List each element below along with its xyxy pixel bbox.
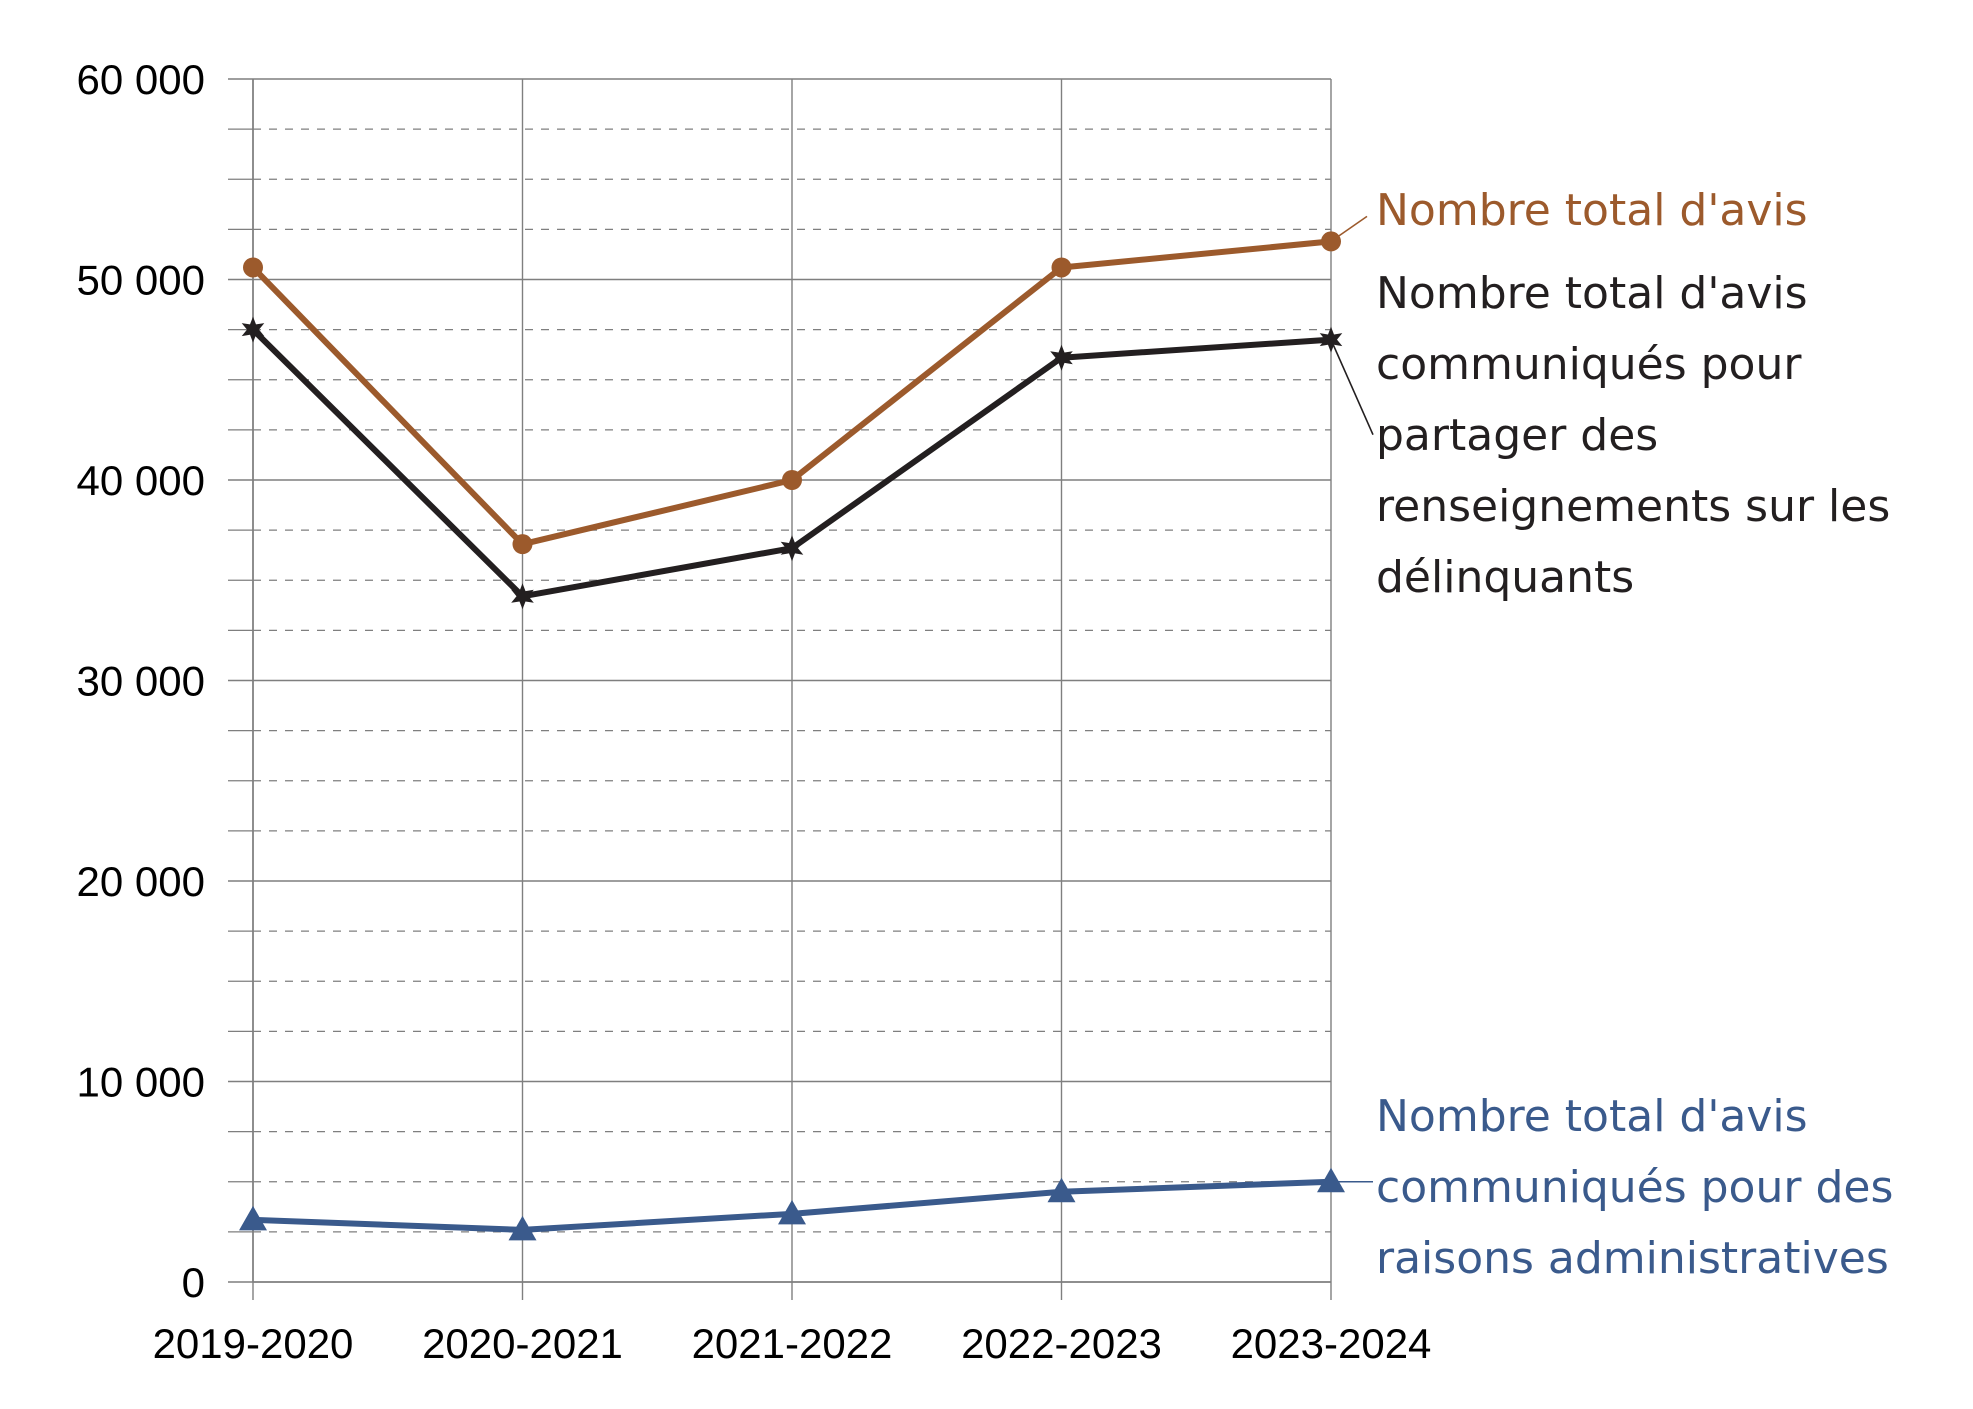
data-point (1050, 344, 1073, 371)
data-point (1051, 257, 1072, 278)
data-point (243, 257, 263, 278)
data-point (511, 583, 534, 610)
x-axis-tick-labels: 2019-2020 2020-2021 2021-2022 2022-2023 2023… (153, 1320, 1432, 1367)
leader-line (1330, 339, 1374, 435)
y-tick-label: 0 (182, 1259, 205, 1306)
y-tick-label: 10 000 (77, 1059, 205, 1106)
series-group (239, 231, 1345, 1241)
y-axis-tick-labels: 0 10 000 20 000 30 000 40 000 50 000 60 000 (77, 56, 205, 1306)
series-label-line: communiqués pour des (1376, 1162, 1893, 1213)
series-label-line: Nombre total d'avis (1376, 185, 1808, 236)
minor-gridlines (228, 128, 1331, 1233)
series-1 (243, 231, 1341, 555)
series-label-line: délinquants (1376, 552, 1634, 603)
series-2 (241, 316, 1343, 610)
x-tick-label: 2021-2022 (692, 1320, 893, 1367)
series-label-line: Nombre total d'avis (1376, 1091, 1808, 1142)
series-label-2: Nombre total d'avis communiqués pour parta… (1376, 268, 1890, 603)
series-label-line: Nombre total d'avis (1376, 268, 1808, 319)
x-tick-label: 2023-2024 (1231, 1320, 1432, 1367)
data-point (782, 470, 802, 490)
x-tick-label: 2019-2020 (153, 1320, 354, 1367)
leader-line (1330, 215, 1368, 243)
data-point (508, 1215, 537, 1241)
axes (252, 79, 1331, 1283)
series-label-line: partager des (1376, 410, 1658, 461)
data-point (1317, 1167, 1345, 1193)
y-tick-label: 20 000 (77, 858, 205, 905)
series-label-line: renseignements sur les (1376, 481, 1890, 532)
data-point (512, 534, 533, 555)
major-gridlines (228, 78, 1332, 1300)
data-point (1047, 1177, 1076, 1203)
series-3 (239, 1167, 1345, 1241)
data-point (1319, 326, 1343, 353)
data-point (780, 535, 804, 562)
y-tick-label: 50 000 (77, 257, 205, 304)
series-label-1: Nombre total d'avis (1376, 185, 1808, 236)
y-tick-label: 40 000 (77, 457, 205, 504)
x-tick-label: 2020-2021 (422, 1320, 623, 1367)
series-label-3: Nombre total d'avis communiqués pour des r… (1376, 1091, 1893, 1284)
series-label-line: communiqués pour (1376, 339, 1802, 390)
series-labels: Nombre total d'avis Nombre total d'avis co… (1330, 185, 1893, 1284)
data-point (778, 1199, 806, 1225)
data-point (239, 1205, 267, 1231)
y-tick-label: 30 000 (77, 658, 205, 705)
y-tick-label: 60 000 (77, 56, 205, 103)
x-tick-label: 2022-2023 (961, 1320, 1162, 1367)
series-label-line: raisons administratives (1376, 1233, 1889, 1284)
data-point (241, 316, 265, 343)
